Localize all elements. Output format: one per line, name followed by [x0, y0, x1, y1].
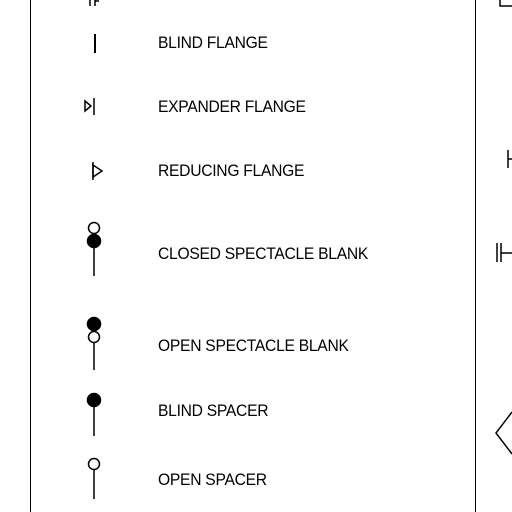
legend-frame-left-border: [30, 0, 31, 512]
reducing-flange-icon: [92, 162, 104, 180]
open-spectacle-blank-icon: [86, 316, 102, 370]
expander-flange-icon: [84, 98, 95, 115]
legend-label-expander-flange: EXPANDER FLANGE: [158, 97, 306, 116]
legend-label-blind-spacer: BLIND SPACER: [158, 401, 269, 420]
legend-label-open-spectacle-blank: OPEN SPECTACLE BLANK: [158, 336, 349, 355]
legend-label-blind-flange: BLIND FLANGE: [158, 33, 268, 52]
open-spacer-icon: [87, 457, 101, 499]
legend-label-open-spacer: OPEN SPACER: [158, 470, 267, 489]
partial-right-column-icons: [495, 0, 512, 455]
partial-flange-icon-top: [89, 0, 99, 6]
blind-spacer-icon: [86, 392, 102, 436]
legend-label-reducing-flange: REDUCING FLANGE: [158, 161, 305, 180]
legend-label-closed-spectacle-blank: CLOSED SPECTACLE BLANK: [158, 244, 369, 263]
closed-spectacle-blank-icon: [86, 221, 102, 276]
legend-frame-right-border: [475, 0, 476, 512]
